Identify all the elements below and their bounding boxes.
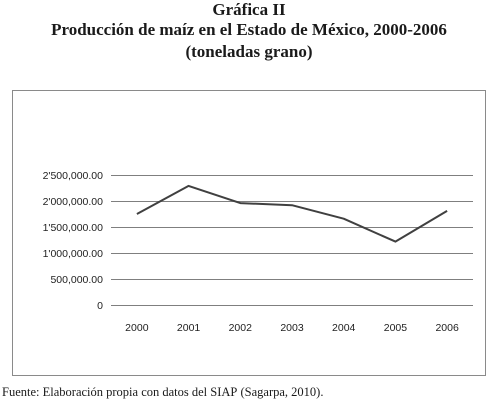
x-tick-label: 2000 [125,322,149,334]
x-tick-label: 2003 [280,322,304,334]
x-tick-label: 2001 [177,322,201,334]
x-tick-label: 2005 [384,322,408,334]
source-note: Fuente: Elaboración propia con datos del… [2,384,323,400]
x-tick-label: 2006 [435,322,459,334]
figure-label-numeral: II [272,0,286,19]
y-tick-label: 1'000,000.00 [43,248,104,260]
x-tick-label: 2002 [229,322,253,334]
source-acronym: SIAP [210,385,238,399]
source-suffix: (Sagarpa, 2010). [237,385,324,399]
y-tick-label: 500,000.00 [50,274,103,286]
chart-subtitle: (toneladas grano) [185,42,313,61]
source-prefix: Fuente: Elaboración propia con datos del [2,385,211,399]
figure-label: Gráfica II [0,0,498,20]
series-line [136,184,448,243]
figure-label-prefix: Gráfica [212,0,273,19]
y-tick-label: 2'000,000.00 [43,196,104,208]
y-tick-label: 0 [97,300,103,312]
chart-frame: 0 500,000.00 1'000,000.00 1'500,000.00 2'000… [12,90,486,376]
line-chart: 0 500,000.00 1'000,000.00 1'500,000.00 2'000… [43,170,473,334]
y-tick-label: 1'500,000.00 [43,222,104,234]
x-tick-label: 2004 [332,322,356,334]
chart-title: Producción de maíz en el Estado de Méxic… [51,20,447,39]
y-tick-label: 2'500,000.00 [43,170,104,182]
